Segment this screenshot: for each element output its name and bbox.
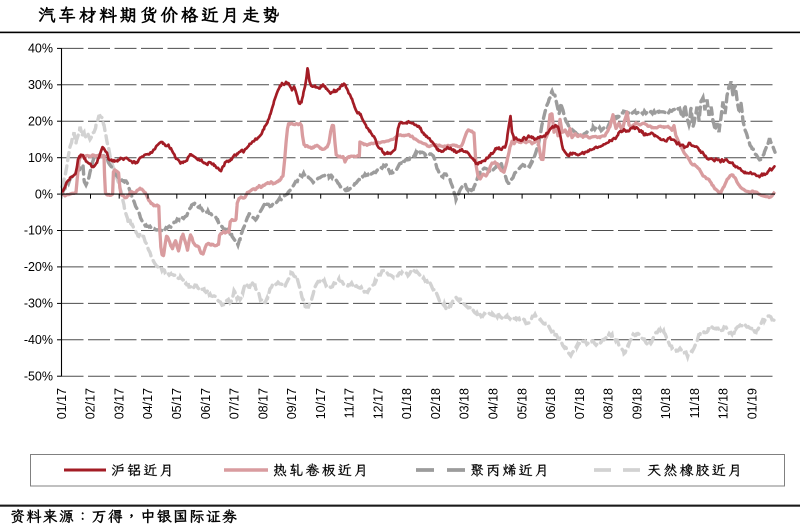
svg-text:07/17: 07/17	[228, 388, 242, 419]
svg-text:09/18: 09/18	[630, 388, 644, 419]
svg-text:11/18: 11/18	[688, 388, 702, 418]
svg-text:0%: 0%	[35, 187, 53, 201]
svg-text:20%: 20%	[28, 114, 53, 128]
svg-text:11/17: 11/17	[343, 388, 357, 418]
svg-text:30%: 30%	[28, 78, 53, 92]
svg-text:03/18: 03/18	[458, 388, 472, 419]
svg-text:-20%: -20%	[24, 260, 53, 274]
svg-text:-30%: -30%	[24, 297, 53, 311]
svg-text:-10%: -10%	[24, 224, 53, 238]
svg-text:06/18: 06/18	[544, 388, 558, 419]
svg-text:07/18: 07/18	[573, 388, 587, 419]
svg-text:-50%: -50%	[24, 369, 53, 383]
svg-text:01/19: 01/19	[746, 388, 760, 419]
svg-text:06/17: 06/17	[199, 388, 213, 419]
svg-text:05/18: 05/18	[515, 388, 529, 419]
svg-text:04/18: 04/18	[487, 388, 501, 419]
svg-text:09/17: 09/17	[285, 388, 299, 419]
svg-text:02/18: 02/18	[429, 388, 443, 419]
svg-text:03/17: 03/17	[112, 388, 126, 419]
svg-text:01/17: 01/17	[55, 388, 69, 419]
svg-text:10/18: 10/18	[659, 388, 673, 419]
svg-text:04/17: 04/17	[141, 388, 155, 419]
svg-text:02/17: 02/17	[84, 388, 98, 419]
svg-text:-40%: -40%	[24, 333, 53, 347]
svg-text:01/18: 01/18	[400, 388, 414, 419]
svg-text:10/17: 10/17	[314, 388, 328, 419]
svg-text:10%: 10%	[28, 151, 53, 165]
svg-text:08/18: 08/18	[602, 388, 616, 419]
svg-text:08/17: 08/17	[256, 388, 270, 419]
svg-text:12/18: 12/18	[717, 388, 731, 419]
svg-text:12/17: 12/17	[371, 388, 385, 419]
svg-text:40%: 40%	[28, 42, 53, 56]
svg-text:05/17: 05/17	[170, 388, 184, 419]
